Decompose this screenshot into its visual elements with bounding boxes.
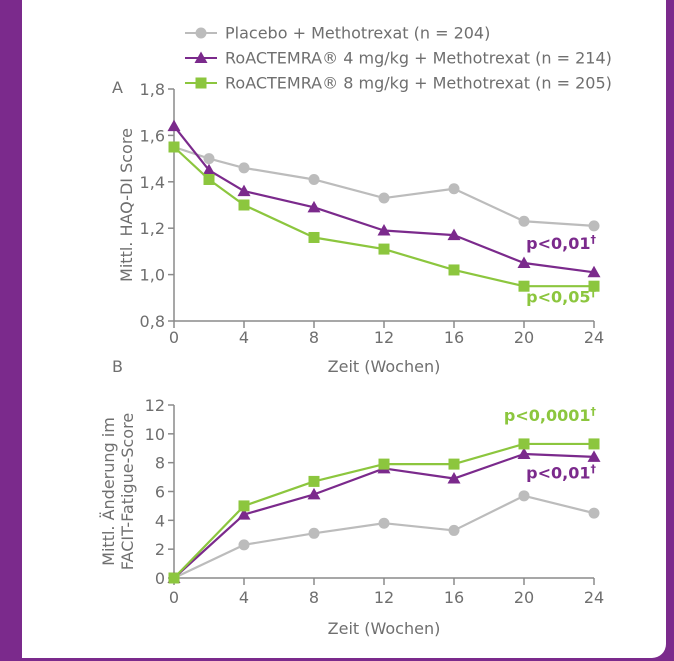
data-point-triangle xyxy=(202,163,216,176)
data-point-circle xyxy=(308,173,320,185)
legend-marker-circle xyxy=(195,27,207,39)
x-tick-label: 0 xyxy=(169,588,179,607)
significance-label: p<0,0001† xyxy=(504,405,597,425)
data-point-triangle xyxy=(237,508,251,520)
panel-label: B xyxy=(112,357,123,376)
y-tick-label: 1,8 xyxy=(140,80,165,99)
x-tick-label: 4 xyxy=(239,328,249,347)
panel-label: A xyxy=(112,78,123,97)
y-tick-label: 12 xyxy=(145,396,165,415)
data-point-square xyxy=(168,572,180,584)
legend: Placebo + Methotrexat (n = 204) RoACTEMRA… xyxy=(185,24,612,93)
x-tick-label: 4 xyxy=(239,588,249,607)
x-tick-label: 24 xyxy=(584,588,604,607)
data-point-triangle xyxy=(307,487,321,500)
data-point-triangle xyxy=(167,119,181,132)
y-axis-label: Mittl. Änderung im xyxy=(99,417,118,566)
significance-label: p<0,01† xyxy=(526,463,596,483)
x-axis-label: Zeit (Wochen) xyxy=(328,357,441,376)
y-tick-label: 1,6 xyxy=(140,126,165,145)
data-point-circle xyxy=(378,192,390,204)
x-tick-label: 20 xyxy=(514,328,534,347)
legend-marker-triangle xyxy=(194,51,208,63)
x-tick-label: 12 xyxy=(374,328,394,347)
chart-a: A 0,8 1,0 1,2 1,4 1,6 1,8 0 4 8 12 16 20 24 Zeit (Woch… xyxy=(112,78,604,376)
data-point-triangle xyxy=(587,450,601,462)
data-point-square xyxy=(238,199,250,211)
y-tick-label: 0,8 xyxy=(140,312,165,331)
data-point-circle xyxy=(518,490,530,502)
y-axis-label: Mittl. HAQ-DI Score xyxy=(117,128,136,282)
data-point-square xyxy=(588,438,600,450)
data-point-square xyxy=(203,173,215,185)
series-line-circle xyxy=(173,494,595,579)
data-point-square xyxy=(308,475,320,487)
data-point-circle xyxy=(238,162,250,174)
data-point-circle xyxy=(588,220,600,232)
significance-label: p<0,01† xyxy=(526,233,596,253)
y-tick-label: 0 xyxy=(155,569,165,588)
y-tick-label: 1,0 xyxy=(140,266,165,285)
y-tick-label: 6 xyxy=(155,483,165,502)
data-point-circle xyxy=(588,507,600,519)
figure-svg: Placebo + Methotrexat (n = 204) RoACTEMRA… xyxy=(99,24,612,639)
legend-label: Placebo + Methotrexat (n = 204) xyxy=(225,24,490,43)
y-tick-label: 1,4 xyxy=(140,173,165,192)
x-tick-label: 24 xyxy=(584,328,604,347)
data-point-circle xyxy=(238,539,250,551)
data-point-triangle xyxy=(377,224,391,236)
y-tick-label: 2 xyxy=(155,540,165,559)
data-point-square xyxy=(518,280,530,292)
data-point-square xyxy=(518,438,530,450)
y-tick-label: 4 xyxy=(155,511,165,530)
data-point-square xyxy=(238,500,250,512)
y-tick-label: 8 xyxy=(155,454,165,473)
x-tick-label: 16 xyxy=(444,328,464,347)
data-point-square xyxy=(378,458,390,470)
data-point-triangle xyxy=(517,256,531,268)
x-tick-label: 8 xyxy=(309,588,319,607)
x-tick-label: 20 xyxy=(514,588,534,607)
figure-card: Placebo + Methotrexat (n = 204) RoACTEMRA… xyxy=(22,0,666,658)
data-point-triangle xyxy=(447,228,461,241)
legend-marker-square xyxy=(195,77,207,89)
data-point-triangle xyxy=(307,200,321,213)
series-line-triangle xyxy=(173,125,595,274)
data-point-square xyxy=(588,280,600,292)
legend-label: RoACTEMRA® 8 mg/kg + Methotrexat (n = 20… xyxy=(225,74,612,93)
data-point-circle xyxy=(448,183,460,195)
x-axis-label: Zeit (Wochen) xyxy=(328,619,441,638)
x-tick-label: 8 xyxy=(309,328,319,347)
data-point-circle xyxy=(308,527,320,539)
data-point-square xyxy=(308,231,320,243)
legend-label: RoACTEMRA® 4 mg/kg + Methotrexat (n = 21… xyxy=(225,49,612,68)
data-point-triangle xyxy=(587,265,601,278)
y-tick-label: 10 xyxy=(145,425,165,444)
data-point-square xyxy=(378,243,390,255)
data-point-circle xyxy=(378,517,390,529)
data-point-square xyxy=(168,141,180,153)
data-point-triangle xyxy=(447,472,461,484)
x-tick-label: 0 xyxy=(169,328,179,347)
y-axis-label: FACIT-Fatigue-Score xyxy=(118,413,137,570)
data-point-triangle xyxy=(517,447,531,460)
data-point-triangle xyxy=(237,184,251,197)
x-tick-label: 16 xyxy=(444,588,464,607)
data-point-square xyxy=(448,264,460,276)
data-point-circle xyxy=(518,215,530,227)
significance-label: p<0,05† xyxy=(526,286,596,306)
data-point-circle xyxy=(203,153,215,165)
series-line-square xyxy=(173,146,594,288)
y-tick-label: 1,2 xyxy=(140,219,165,238)
data-point-circle xyxy=(448,524,460,536)
series-line-circle xyxy=(173,145,595,227)
data-point-square xyxy=(448,458,460,470)
x-tick-label: 12 xyxy=(374,588,394,607)
